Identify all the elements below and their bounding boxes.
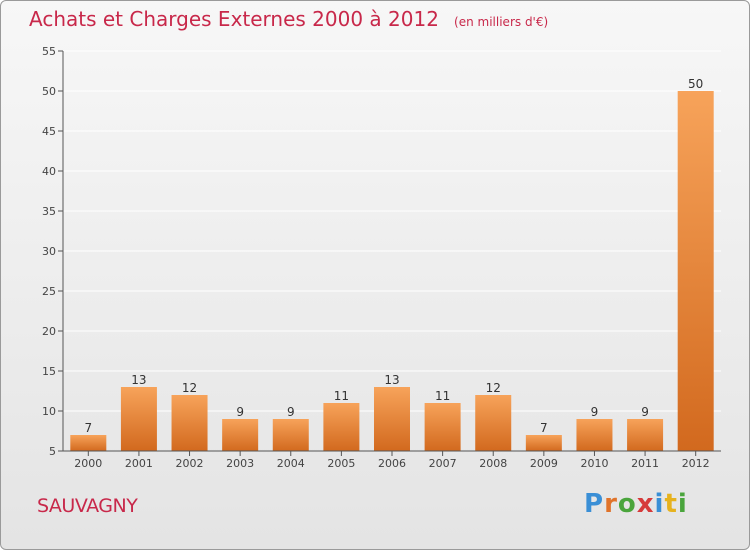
bar-layer: 7 13 12 9 9 11 13 11 12 7 9 9 50 (70, 77, 714, 451)
logo-letter: i (677, 489, 688, 519)
bar-2011 (627, 419, 664, 451)
bar-2004 (272, 419, 309, 451)
x-tick-label: 2006 (378, 457, 406, 470)
logo-letter: t (664, 489, 678, 519)
bar-2001 (120, 387, 157, 451)
bar-2006 (374, 387, 410, 451)
bar-value-label: 12 (182, 381, 197, 395)
bar-value-label: 12 (486, 381, 501, 395)
y-tick-label: 20 (42, 325, 56, 338)
bar-2008 (475, 395, 512, 451)
y-tick-label: 45 (42, 125, 56, 138)
bar-2012 (677, 91, 714, 451)
y-tick-label: 50 (42, 85, 56, 98)
bar-2002 (171, 395, 208, 451)
x-tick-label: 2004 (277, 457, 305, 470)
bar-value-label: 9 (287, 405, 295, 419)
bar-value-label: 50 (688, 77, 703, 91)
logo-letter: i (654, 489, 665, 519)
y-tick-label: 40 (42, 165, 56, 178)
x-tick-label: 2008 (479, 457, 507, 470)
x-tick-label: 2011 (631, 457, 659, 470)
bar-value-label: 7 (84, 421, 92, 435)
y-tick-label: 15 (42, 365, 56, 378)
y-tick-label: 5 (49, 445, 56, 458)
bar-value-label: 11 (435, 389, 450, 403)
bar-2010 (576, 419, 613, 451)
x-tick-label: 2000 (74, 457, 102, 470)
logo-letter: x (636, 489, 655, 519)
bar-value-label: 13 (384, 373, 399, 387)
bar-2003 (222, 419, 259, 451)
commune-name: SAUVAGNY (37, 495, 138, 517)
y-tick-label: 35 (42, 205, 56, 218)
y-tick-label: 55 (42, 45, 56, 58)
x-tick-label: 2012 (682, 457, 710, 470)
x-tick-label: 2007 (429, 457, 457, 470)
y-tick-label: 25 (42, 285, 56, 298)
bar-value-label: 9 (236, 405, 244, 419)
chart-title: Achats et Charges Externes 2000 à 2012 (29, 7, 439, 31)
x-tick-label: 2009 (530, 457, 558, 470)
bar-value-label: 9 (641, 405, 649, 419)
title-row: Achats et Charges Externes 2000 à 2012 (… (29, 7, 548, 31)
proxiti-logo: Proxiti (584, 489, 688, 519)
logo-letter: r (604, 489, 618, 519)
y-tick-label: 10 (42, 405, 56, 418)
bar-2009 (525, 435, 562, 451)
unit-note: (en milliers d'€) (454, 15, 549, 29)
bar-value-label: 11 (334, 389, 349, 403)
x-tick-label: 2005 (327, 457, 355, 470)
bar-value-label: 9 (591, 405, 599, 419)
axis-layer: 5 10 15 20 25 30 35 40 45 50 55 2000 2001 2002 2003 200… (42, 45, 721, 470)
logo-letter: o (617, 489, 637, 519)
x-tick-label: 2010 (580, 457, 608, 470)
x-tick-label: 2003 (226, 457, 254, 470)
x-tick-label: 2001 (125, 457, 153, 470)
bar-2000 (70, 435, 107, 451)
y-tick-label: 30 (42, 245, 56, 258)
bar-2007 (424, 403, 461, 451)
bar-2005 (323, 403, 360, 451)
x-tick-label: 2002 (176, 457, 204, 470)
bar-value-label: 13 (131, 373, 146, 387)
bar-value-label: 7 (540, 421, 548, 435)
logo-letter: P (584, 489, 605, 519)
